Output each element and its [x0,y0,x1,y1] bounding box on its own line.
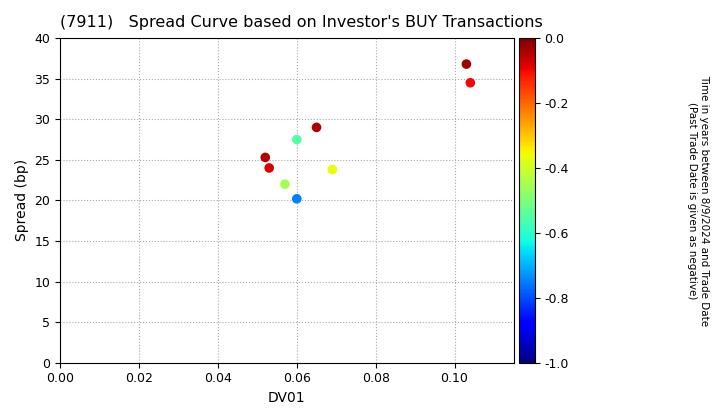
Point [291,136,302,143]
Point [464,79,476,86]
Y-axis label: Spread (bp): Spread (bp) [15,159,29,242]
Text: (7911)   Spread Curve based on Investor's BUY Transactions: (7911) Spread Curve based on Investor's … [60,15,543,30]
Point [259,154,271,161]
Y-axis label: Time in years between 8/9/2024 and Trade Date
(Past Trade Date is given as negat: Time in years between 8/9/2024 and Trade… [687,75,708,326]
X-axis label: DV01: DV01 [268,391,306,405]
Point [311,124,323,131]
Point [264,165,275,171]
Point [461,61,472,68]
Point [327,166,338,173]
Point [279,181,291,188]
Point [291,195,302,202]
